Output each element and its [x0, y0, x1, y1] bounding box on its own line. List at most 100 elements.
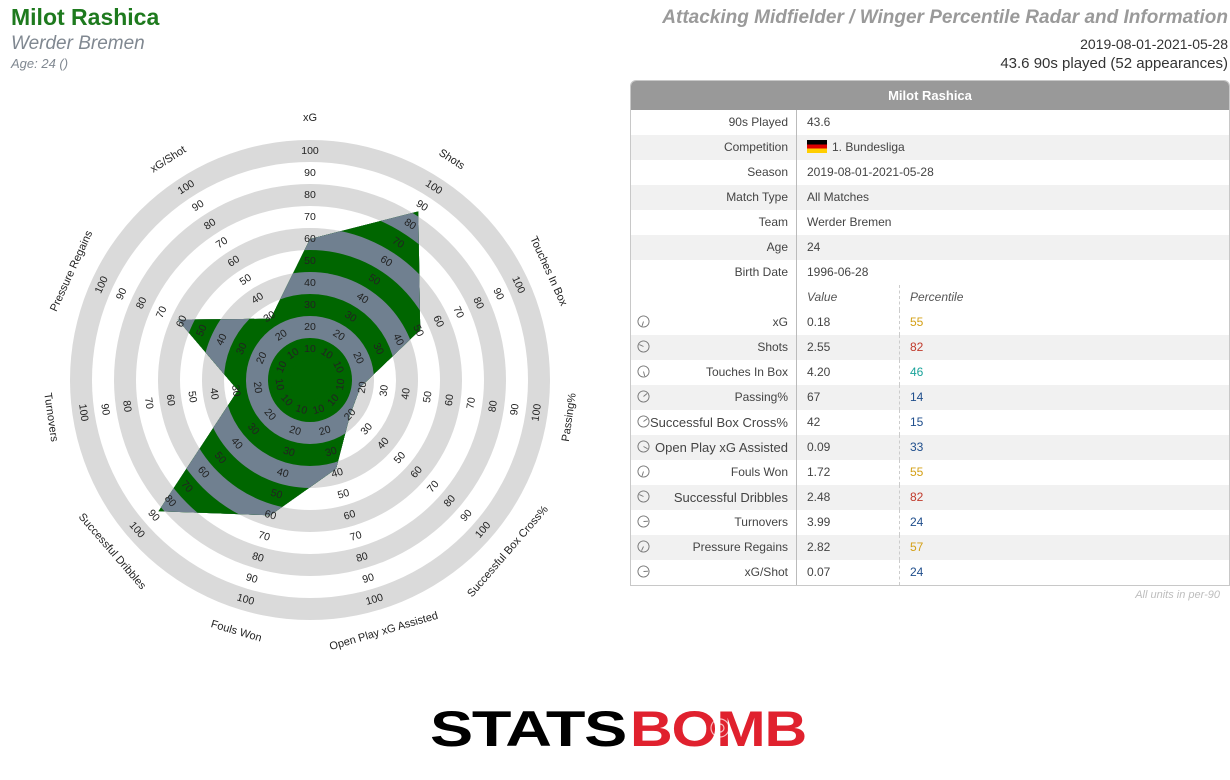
metric-value: 2.55 [797, 335, 900, 360]
info-value-text: All Matches [807, 190, 870, 204]
radar-tick-label: 70 [349, 529, 364, 544]
radar-axis-label: xG [303, 112, 317, 124]
radar-tick-label: 20 [356, 381, 370, 394]
metric-label: Pressure Regains [692, 540, 788, 554]
metric-row: Touches In Box 4.20 46 [631, 360, 1229, 385]
radar-tick-label: 20 [350, 350, 366, 366]
metric-label-cell: Shots [631, 335, 797, 360]
radar-tick-label: 70 [450, 304, 466, 320]
radar-tick-label: 80 [470, 295, 486, 311]
units-note: All units in per-90 [1135, 589, 1220, 601]
radar-tick-label: 70 [390, 235, 406, 251]
metric-value: 2.82 [797, 535, 900, 560]
radar-tick-label: 20 [254, 350, 270, 366]
radar-tick-label: 70 [257, 529, 272, 544]
metric-value: 0.07 [797, 560, 900, 585]
radar-tick-label: 70 [465, 396, 479, 409]
radar-tick-label: 10 [274, 359, 290, 375]
radar-tick-label: 40 [207, 387, 221, 400]
metric-value: 0.18 [797, 310, 900, 335]
radar-tick-label: 50 [421, 390, 435, 403]
radar-tick-label: 50 [336, 487, 351, 502]
percentile-gauge-icon [637, 465, 650, 478]
info-rows: 90s Played 43.6 Competition 1. Bundesliga Se… [631, 110, 1229, 285]
metric-percentile: 15 [910, 415, 924, 429]
info-label: Birth Date [631, 260, 797, 285]
radar-axis-label: Shots [437, 147, 468, 173]
radar-tick-label: 50 [304, 255, 316, 267]
radar-tick-label: 60 [430, 314, 446, 330]
radar-tick-label: 60 [443, 393, 457, 406]
metric-row: Open Play xG Assisted 0.09 33 [631, 435, 1229, 460]
metric-label-cell: Turnovers [631, 510, 797, 535]
radar-tick-label: 30 [324, 445, 339, 460]
percentile-gauge-icon [637, 565, 650, 578]
metric-percentile: 33 [910, 440, 924, 454]
percentile-gauge-icon [637, 415, 650, 428]
radar-axis-label: Turnovers [41, 392, 60, 443]
metric-label: xG/Shot [744, 565, 788, 579]
radar-tick-label: 80 [355, 550, 370, 565]
metric-value: 3.99 [797, 510, 900, 535]
percentile-gauge-icon [637, 515, 650, 528]
radar-tick-label: 90 [190, 198, 206, 214]
metric-percentile: 55 [910, 315, 924, 329]
radar-tick-label: 80 [120, 400, 134, 413]
metric-value: 67 [797, 385, 900, 410]
info-value: 43.6 [797, 110, 1228, 135]
metric-percentile: 82 [910, 490, 924, 504]
logo-target-icon [710, 718, 730, 738]
value-column-header: Value [797, 285, 900, 310]
metric-label: Shots [757, 340, 788, 354]
percentile-gauge-icon [637, 365, 650, 378]
percentile-column-header: Percentile [910, 290, 964, 304]
radar-tick-label: 90 [244, 571, 259, 586]
player-info-table: Milot Rashica 90s Played 43.6 Competition 1… [630, 80, 1230, 586]
radar-tick-label: 80 [486, 400, 500, 413]
metric-row: xG 0.18 55 [631, 310, 1229, 335]
metric-row: Turnovers 3.99 24 [631, 510, 1229, 535]
percentile-gauge-icon [637, 390, 650, 403]
radar-tick-label: 20 [251, 381, 265, 394]
metric-label-cell: Touches In Box [631, 360, 797, 385]
radar-tick-label: 30 [370, 341, 386, 357]
metric-percentile: 55 [910, 465, 924, 479]
metric-value: 2.48 [797, 485, 900, 510]
radar-axis-label: Passing% [560, 392, 579, 442]
radar-tick-label: 50 [269, 487, 284, 502]
radar-tick-label: 10 [330, 359, 346, 375]
metric-label: Successful Box Cross% [650, 415, 788, 430]
radar-tick-label: 30 [304, 299, 316, 311]
info-label: Match Type [631, 185, 797, 210]
radar-tick-label: 20 [304, 321, 316, 333]
radar-tick-label: 40 [390, 332, 406, 348]
radar-tick-label: 20 [288, 423, 303, 438]
radar-tick-label: 60 [164, 393, 178, 406]
metric-label-cell: Successful Dribbles [631, 485, 797, 510]
info-value-text: 24 [807, 240, 821, 254]
metric-label-cell: Passing% [631, 385, 797, 410]
radar-tick-label: 70 [154, 304, 170, 320]
radar-tick-label: 20 [331, 327, 347, 343]
metric-label: Touches In Box [705, 365, 788, 379]
radar-tick-label: 40 [275, 466, 290, 481]
radar-axis-label: Fouls Won [209, 618, 263, 644]
metric-value: 1.72 [797, 460, 900, 485]
metric-label-cell: Pressure Regains [631, 535, 797, 560]
info-row: 90s Played 43.6 [631, 110, 1229, 135]
radar-tick-label: 20 [318, 423, 333, 438]
radar-tick-label: 90 [414, 198, 430, 214]
percentile-gauge-icon [637, 440, 650, 453]
info-label: Team [631, 210, 797, 235]
info-value-text: 1. Bundesliga [832, 140, 905, 154]
radar-tick-label: 80 [304, 189, 316, 201]
radar-tick-label: 100 [235, 591, 255, 608]
blank-header-cell [631, 285, 797, 310]
radar-title: Attacking Midfielder / Winger Percentile… [662, 7, 1228, 28]
info-value: 24 [797, 235, 1228, 260]
metric-percentile: 24 [910, 565, 924, 579]
radar-tick-label: 30 [342, 309, 358, 325]
info-value-text: 2019-08-01-2021-05-28 [807, 165, 934, 179]
radar-tick-label: 30 [234, 341, 250, 357]
radar-tick-label: 50 [185, 390, 199, 403]
